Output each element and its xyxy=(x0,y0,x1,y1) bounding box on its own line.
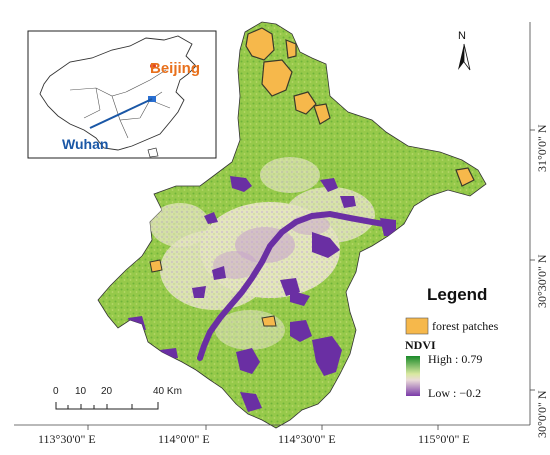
ndvi-low-label: Low : −0.2 xyxy=(428,386,482,400)
scale-tick-20: 20 xyxy=(101,386,113,397)
scale-bar xyxy=(55,402,159,410)
x-tick-113-30: 113°30'0" E xyxy=(38,432,96,446)
map-frame xyxy=(14,22,535,430)
forest-patch-label: forest patches xyxy=(432,319,499,333)
legend-title: Legend xyxy=(427,285,488,304)
ndvi-gradient-bar xyxy=(406,356,420,396)
china-inset-map xyxy=(27,30,217,159)
scale-tick-40: 40 Km xyxy=(153,386,182,397)
y-tick-31-0: 31°0'0" N xyxy=(535,124,549,172)
scale-tick-10: 10 xyxy=(75,386,87,397)
beijing-label: Beijing xyxy=(150,60,201,77)
wuhan-ndvi-region xyxy=(97,21,487,429)
wuhan-label: Wuhan xyxy=(62,136,109,152)
y-tick-30-0: 30°0'0" N xyxy=(535,390,549,438)
north-arrow-icon xyxy=(458,43,471,71)
y-tick-30-30: 30°30'0" N xyxy=(535,254,549,308)
ndvi-high-label: High : 0.79 xyxy=(428,352,483,366)
ndvi-title: NDVI xyxy=(405,338,436,352)
x-tick-114-30: 114°30'0" E xyxy=(278,432,336,446)
beijing-marker xyxy=(150,63,156,69)
scale-tick-0: 0 xyxy=(53,386,59,397)
north-label: N xyxy=(458,30,466,42)
x-tick-114-0: 114°0'0" E xyxy=(158,432,210,446)
forest-patch-swatch xyxy=(405,317,429,335)
x-tick-115-0: 115°0'0" E xyxy=(418,432,470,446)
